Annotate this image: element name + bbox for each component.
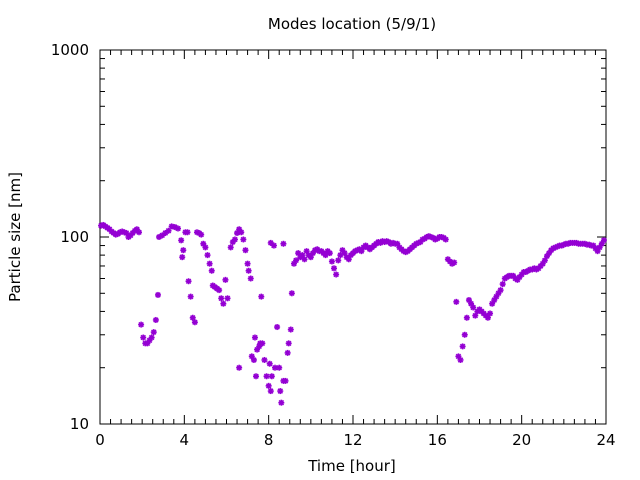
data-point: [189, 314, 196, 321]
data-point: [251, 334, 258, 341]
data-point: [287, 326, 294, 333]
data-point: [138, 321, 145, 328]
data-point: [463, 314, 470, 321]
data-point: [216, 287, 223, 294]
y-axis: 10 100 1000: [51, 41, 606, 433]
x-tick-label: 16: [428, 431, 447, 449]
data-point: [154, 291, 161, 298]
x-axis-label: Time [hour]: [307, 457, 396, 475]
data-point: [459, 343, 466, 350]
data-point: [198, 231, 205, 238]
data-point: [442, 236, 449, 243]
data-point: [277, 388, 284, 395]
y-tick-label: 1000: [51, 41, 89, 59]
data-point: [333, 271, 340, 278]
data-point: [218, 295, 225, 302]
x-tick-label: 12: [343, 431, 362, 449]
data-point: [240, 236, 247, 243]
data-point: [457, 356, 464, 363]
data-point: [238, 229, 245, 236]
data-point: [247, 275, 254, 282]
plot-frame: [99, 49, 607, 425]
data-point: [284, 349, 291, 356]
data-point: [453, 298, 460, 305]
data-point: [206, 260, 213, 267]
data-point: [159, 232, 166, 239]
data-point: [178, 237, 185, 244]
data-point: [165, 227, 172, 234]
data-point: [274, 324, 281, 331]
data-point: [266, 360, 273, 367]
data-point: [179, 254, 186, 261]
data-point: [204, 252, 211, 259]
x-tick-label: 4: [180, 431, 190, 449]
y-tick-label: 10: [70, 415, 89, 433]
data-point: [261, 356, 268, 363]
data-point: [220, 300, 227, 307]
y-tick-label: 100: [60, 228, 89, 246]
data-point: [150, 329, 157, 336]
data-point: [180, 247, 187, 254]
data-point: [301, 256, 308, 263]
data-point: [328, 258, 335, 265]
data-point: [487, 310, 494, 317]
x-tick-label: 8: [264, 431, 274, 449]
data-point: [499, 281, 506, 288]
data-point: [244, 260, 251, 267]
x-tick-label: 24: [596, 431, 615, 449]
data-point: [461, 331, 468, 338]
data-point: [497, 287, 504, 294]
data-point: [184, 229, 191, 236]
data-point: [191, 319, 198, 326]
data-point: [265, 382, 272, 389]
data-point: [253, 373, 260, 380]
data-point: [326, 250, 333, 257]
data-point: [236, 364, 243, 371]
data-point: [187, 293, 194, 300]
data-point: [208, 267, 215, 274]
data-point: [270, 242, 277, 249]
data-point: [222, 276, 229, 283]
x-tick-label: 20: [512, 431, 531, 449]
data-point: [278, 399, 285, 406]
data-point: [282, 377, 289, 384]
data-point: [267, 388, 274, 395]
data-point: [224, 295, 231, 302]
data-point: [245, 267, 252, 274]
data-point: [470, 304, 477, 311]
data-point: [227, 244, 234, 251]
data-point: [258, 293, 265, 300]
data-point: [285, 340, 292, 347]
data-point: [451, 259, 458, 266]
data-point: [140, 334, 147, 341]
x-tick-label: 0: [95, 431, 105, 449]
data-point: [242, 247, 249, 254]
data-points: [98, 221, 607, 406]
data-point: [136, 229, 143, 236]
chart-title: Modes location (5/9/1): [268, 15, 436, 33]
data-point: [231, 236, 238, 243]
data-point: [600, 237, 607, 244]
data-point: [152, 316, 159, 323]
data-point: [331, 265, 338, 272]
data-point: [280, 240, 287, 247]
data-point: [276, 364, 283, 371]
data-point: [175, 225, 182, 232]
data-point: [202, 244, 209, 251]
data-point: [250, 356, 257, 363]
data-point: [259, 340, 266, 347]
data-point: [293, 257, 300, 264]
data-point: [263, 373, 270, 380]
y-axis-label: Particle size [nm]: [6, 172, 24, 302]
data-point: [335, 257, 342, 264]
data-point: [271, 364, 278, 371]
data-point: [288, 290, 295, 297]
data-point: [185, 278, 192, 285]
data-point: [268, 373, 275, 380]
x-axis: 0 4 8 12 16 20 24: [95, 50, 616, 449]
data-point: [148, 334, 155, 341]
